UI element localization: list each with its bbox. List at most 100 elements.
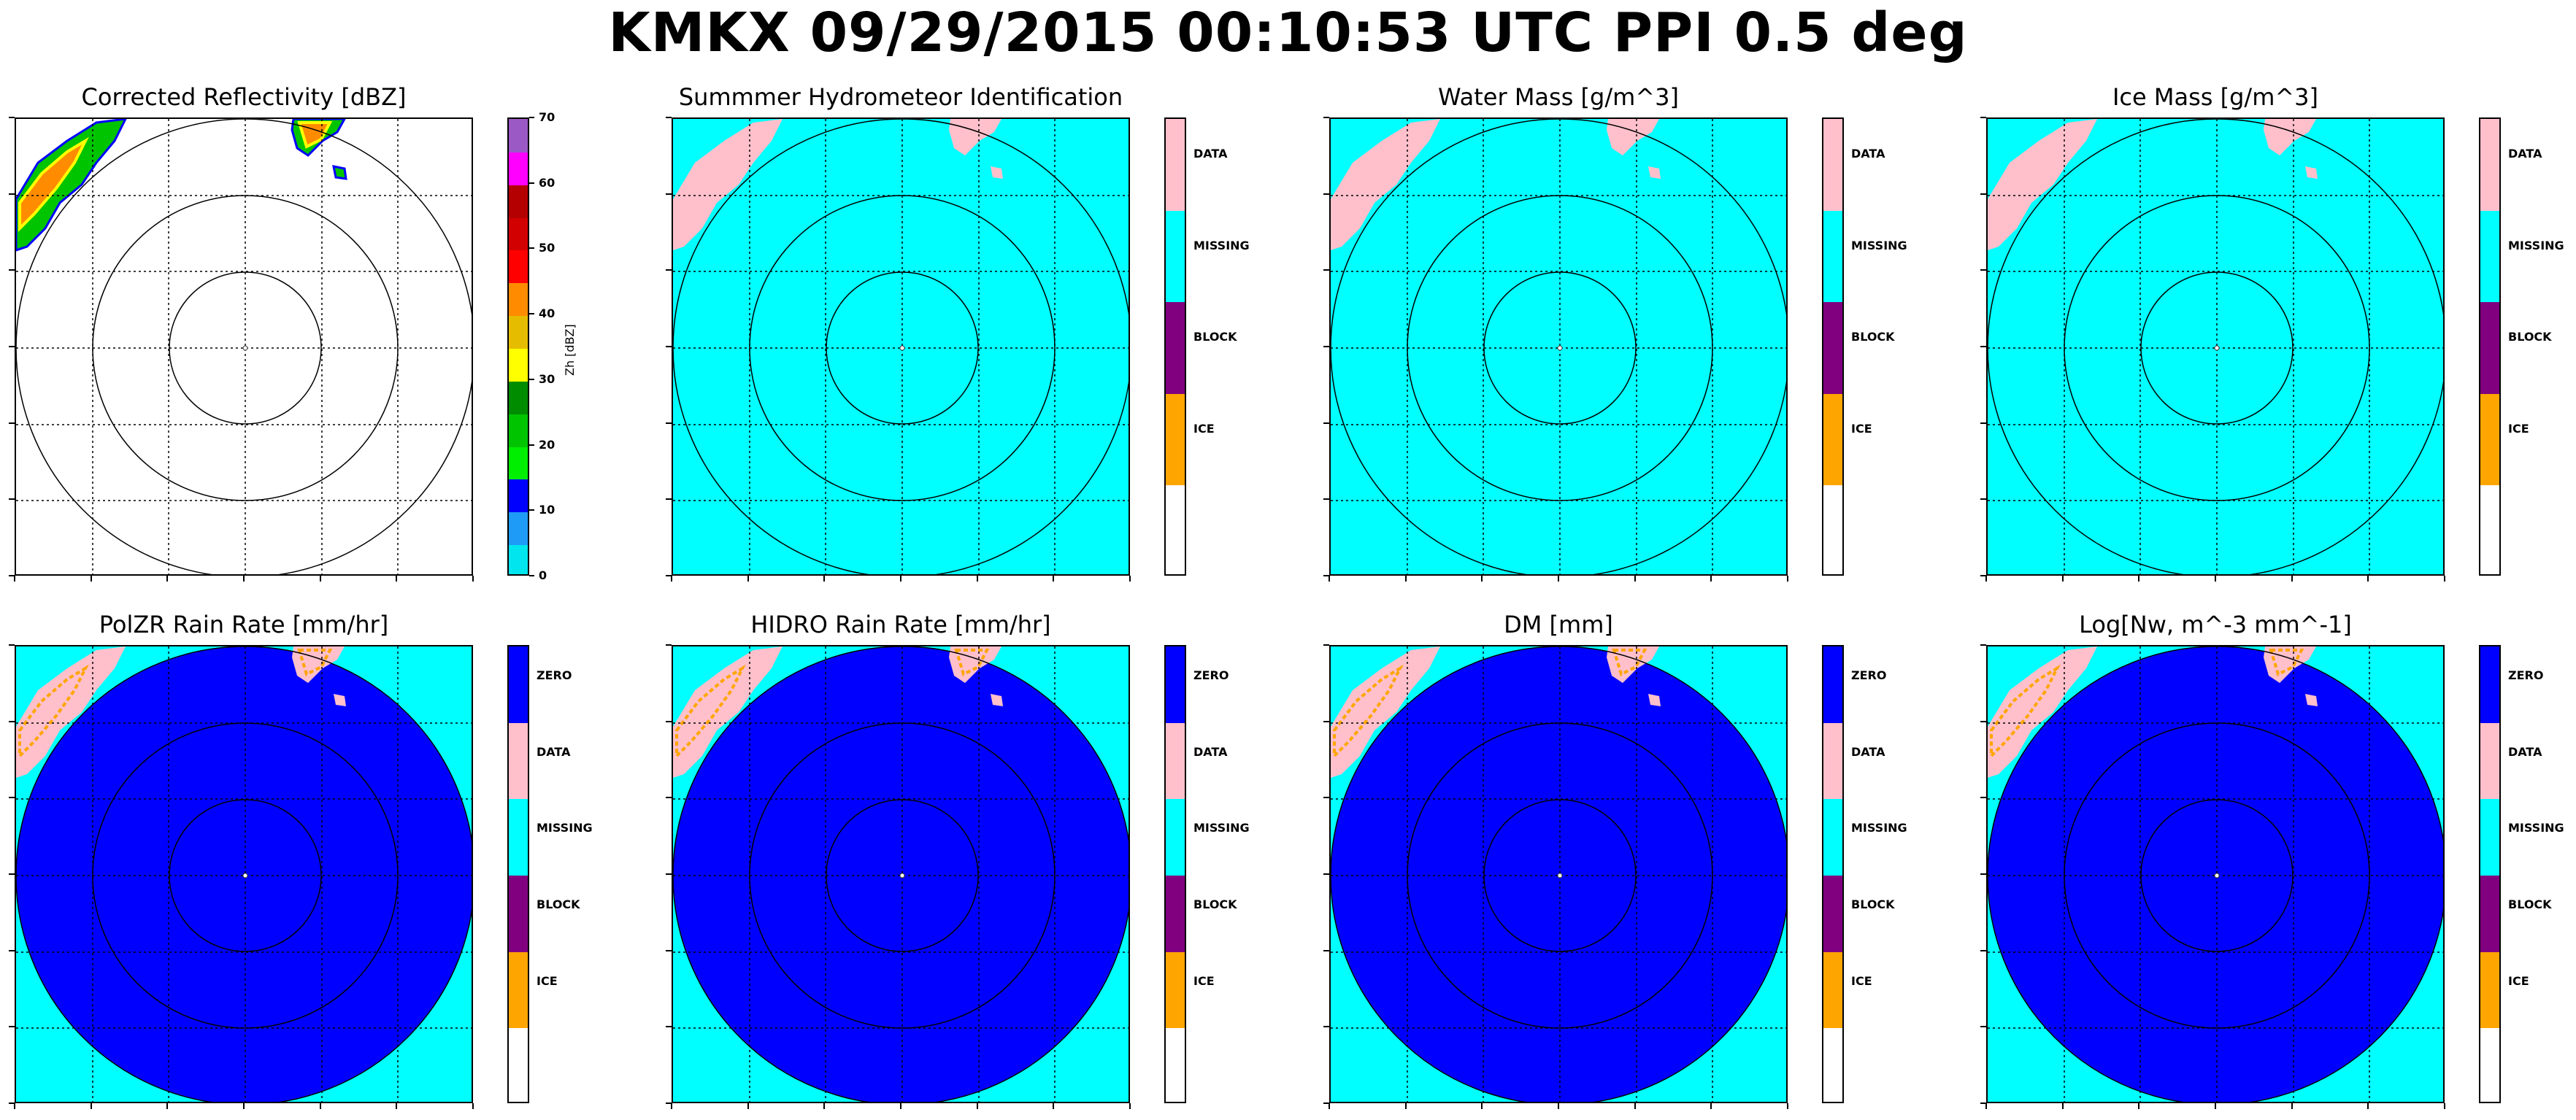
colorbar-tick (529, 117, 534, 118)
data-region (1648, 166, 1661, 179)
data-region (1607, 119, 1659, 155)
colorbar-segment (2480, 646, 2499, 724)
data-region (991, 166, 1003, 179)
colorbar-segment (2480, 1028, 2499, 1102)
range-ring (2140, 271, 2294, 425)
colorbar-segment (509, 413, 528, 447)
axis-tick (666, 1102, 672, 1104)
axis-tick (9, 950, 15, 951)
axis-tick (320, 1103, 321, 1109)
colorbar-segment (1823, 119, 1842, 212)
colorbar-segment (2480, 119, 2499, 212)
axis-tick (900, 576, 901, 582)
axis-tick (2138, 576, 2139, 582)
axis-tick (666, 117, 672, 118)
axis-tick (9, 269, 15, 271)
radar-ppi-plot (1986, 117, 2445, 576)
axis-tick (14, 1103, 15, 1109)
axis-tick (243, 1103, 245, 1109)
axis-tick (1405, 576, 1407, 582)
colorbar-segment (509, 217, 528, 251)
range-ring (169, 799, 322, 952)
axis-tick (666, 575, 672, 576)
colorbar-segment (1166, 951, 1185, 1030)
axis-tick (1980, 422, 1986, 424)
axis-tick (1787, 1103, 1788, 1109)
panel-title: DM [mm] (1504, 611, 1613, 638)
axis-tick (1980, 950, 1986, 951)
axis-tick (1481, 1103, 1483, 1109)
axis-tick (1634, 1103, 1636, 1109)
axis-tick (1985, 576, 1987, 582)
axis-tick (1980, 644, 1986, 646)
axis-tick (9, 575, 15, 576)
colorbar-tick-label: 0 (539, 568, 547, 582)
axis-tick (2444, 576, 2445, 582)
axis-tick (1980, 721, 1986, 722)
axis-tick (666, 346, 672, 347)
range-ring (92, 195, 399, 501)
colorbar-category-label: MISSING (2508, 238, 2564, 252)
axis-tick (9, 873, 15, 875)
colorbar-category-label: ZERO (1851, 668, 1887, 682)
colorbar-segment (1823, 876, 1842, 953)
echo-region (16, 119, 127, 252)
colorbar-segment (509, 479, 528, 513)
data-region (2264, 119, 2316, 155)
axis-tick (472, 576, 474, 582)
colorbar-segment (509, 348, 528, 382)
axis-tick (1053, 1103, 1054, 1109)
colorbar-segment (1823, 951, 1842, 1030)
ice-edge (18, 664, 89, 760)
axis-tick (1980, 873, 1986, 875)
colorbar-tick (529, 313, 534, 315)
axis-tick (1323, 873, 1329, 875)
colorbar-segment (509, 119, 528, 152)
axis-tick (1323, 422, 1329, 424)
range-ring (1483, 799, 1637, 952)
axis-tick (1405, 1103, 1407, 1109)
radar-site (1557, 873, 1563, 878)
colorbar-segment (509, 799, 528, 876)
colorbar (1164, 645, 1186, 1103)
axis-tick (166, 576, 168, 582)
colorbar-segment (2480, 210, 2499, 304)
radar-site (899, 873, 905, 878)
data-region (2305, 694, 2318, 706)
colorbar-segment (509, 511, 528, 546)
axis-tick (1129, 576, 1131, 582)
axis-tick (977, 1103, 978, 1109)
colorbar-segment (1166, 646, 1185, 724)
data-region (334, 694, 346, 706)
axis-tick (666, 721, 672, 722)
colorbar (2479, 645, 2501, 1103)
colorbar-category-label: ICE (2508, 973, 2529, 988)
data-region (1988, 119, 2097, 250)
axis-tick (396, 1103, 397, 1109)
axis-tick (1980, 269, 1986, 271)
axis-tick (977, 576, 978, 582)
colorbar-segment (509, 151, 528, 185)
colorbar-category-label: BLOCK (1193, 897, 1237, 911)
data-region (2305, 166, 2318, 179)
colorbar-segment (509, 951, 528, 1030)
data-region (1648, 694, 1661, 706)
axis-tick (396, 576, 397, 582)
panel-title: PolZR Rain Rate [mm/hr] (99, 611, 389, 638)
range-ring (92, 722, 399, 1029)
ppi-svg (1331, 646, 1786, 1102)
colorbar-category-label: ZERO (1193, 668, 1229, 682)
colorbar-segment (1166, 799, 1185, 876)
axis-tick (9, 193, 15, 195)
axis-tick (9, 797, 15, 798)
colorbar-category-label: BLOCK (1193, 330, 1237, 344)
colorbar-tick (529, 247, 534, 250)
panel-title: Water Mass [g/m^3] (1438, 83, 1679, 111)
colorbar-category-label: ICE (537, 973, 558, 988)
colorbar-category-label: DATA (1193, 744, 1228, 759)
radar-ppi-plot (672, 117, 1130, 576)
colorbar-category-label: DATA (2508, 147, 2542, 161)
colorbar-segment (509, 446, 528, 480)
axis-tick (1323, 346, 1329, 347)
axis-tick (1558, 1103, 1559, 1109)
